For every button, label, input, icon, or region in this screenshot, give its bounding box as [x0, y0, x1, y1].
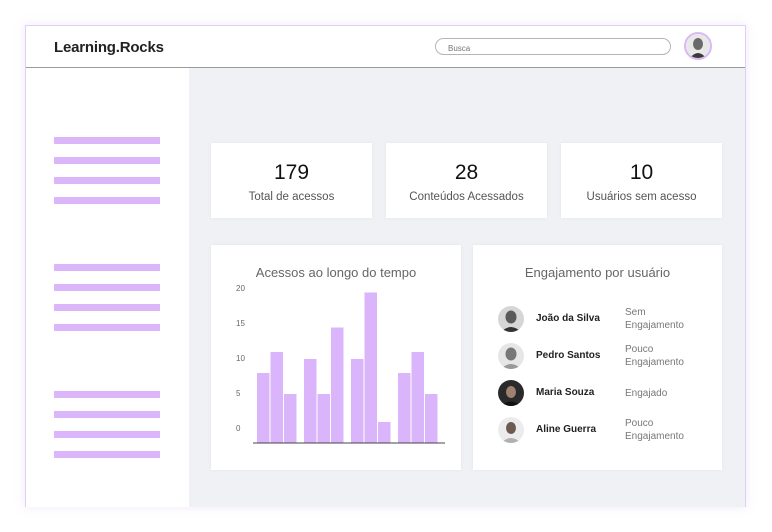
sidebar-item-1-1[interactable]	[54, 137, 160, 144]
sidebar-item-3-3[interactable]	[54, 431, 160, 438]
chart-bar[interactable]	[331, 327, 344, 444]
user-status: Pouco Engajamento	[625, 344, 684, 368]
chart-bar[interactable]	[317, 394, 331, 443]
sidebar-item-3-2[interactable]	[54, 411, 160, 418]
user-status: Engajado	[625, 388, 668, 399]
chart-bar[interactable]	[411, 352, 425, 443]
user-row-pedro[interactable]: Pedro Santos Pouco Engajamento	[473, 341, 722, 371]
chart-bar[interactable]	[378, 422, 391, 443]
chart-bar[interactable]	[270, 352, 284, 443]
access-bar-chart: 20 15 10 5 0	[236, 284, 445, 444]
user-row-joao[interactable]: João da Silva Sem Engajamento	[473, 304, 722, 334]
stat-value: 28	[454, 161, 479, 184]
user-status: Pouco Engajamento	[625, 418, 684, 442]
main-content: 179 Total de acessos 28 Conteúdos Acessa…	[189, 68, 745, 507]
stat-value: 179	[273, 161, 310, 184]
sidebar-item-3-4[interactable]	[54, 451, 160, 458]
stat-label: Total de acessos	[248, 191, 335, 203]
chart-bar[interactable]	[351, 359, 364, 443]
y-tick-label: 5	[236, 389, 241, 398]
sidebar-item-2-3[interactable]	[54, 304, 160, 311]
stat-label: Usuários sem acesso	[586, 191, 697, 203]
user-name: Aline Guerra	[536, 424, 597, 435]
engagement-card: Engajamento por usuário João da Silva Se…	[473, 245, 722, 470]
user-photo-icon	[498, 343, 524, 369]
access-chart-card: Acessos ao longo do tempo 20 15 10 5 0	[211, 245, 461, 470]
app-logo[interactable]: Learning.Rocks	[54, 39, 164, 56]
chart-bar[interactable]	[425, 394, 438, 443]
user-row-aline[interactable]: Aline Guerra Pouco Engajamento	[473, 415, 722, 445]
chart-bar[interactable]	[284, 394, 297, 443]
user-row-maria[interactable]: Maria Souza Engajado	[473, 378, 722, 408]
y-tick-label: 0	[236, 424, 241, 433]
user-name: Maria Souza	[536, 387, 595, 398]
sidebar-item-3-1[interactable]	[54, 391, 160, 398]
stat-card-contents-accessed: 28 Conteúdos Acessados	[386, 143, 547, 218]
sidebar	[26, 68, 189, 507]
chart-bar[interactable]	[398, 373, 411, 443]
user-photo-icon	[498, 380, 524, 406]
top-bar: Learning.Rocks	[26, 26, 745, 68]
user-name: João da Silva	[536, 313, 600, 324]
chart-bar[interactable]	[364, 292, 378, 444]
y-tick-label: 20	[236, 284, 245, 293]
chart-title: Acessos ao longo do tempo	[255, 265, 417, 280]
chart-bar[interactable]	[257, 373, 270, 443]
stat-label: Conteúdos Acessados	[409, 191, 524, 203]
app-window: Learning.Rocks 179 Total de acessos	[25, 25, 746, 507]
stat-value: 10	[629, 161, 654, 184]
sidebar-item-1-4[interactable]	[54, 197, 160, 204]
user-avatar-icon[interactable]	[684, 32, 712, 60]
sidebar-item-2-4[interactable]	[54, 324, 160, 331]
stat-card-total-accesses: 179 Total de acessos	[211, 143, 372, 218]
stat-card-users-without-access: 10 Usuários sem acesso	[561, 143, 722, 218]
engagement-title: Engajamento por usuário	[524, 265, 671, 280]
y-tick-label: 15	[236, 319, 245, 328]
user-name: Pedro Santos	[536, 350, 601, 361]
sidebar-item-1-2[interactable]	[54, 157, 160, 164]
sidebar-item-1-3[interactable]	[54, 177, 160, 184]
chart-bar[interactable]	[304, 359, 317, 443]
search-input[interactable]	[435, 38, 671, 55]
sidebar-item-2-1[interactable]	[54, 264, 160, 271]
user-status: Sem Engajamento	[625, 307, 684, 331]
sidebar-item-2-2[interactable]	[54, 284, 160, 291]
avatar-photo	[686, 34, 710, 58]
user-photo-icon	[498, 417, 524, 443]
user-photo-icon	[498, 306, 524, 332]
y-tick-label: 10	[236, 354, 245, 363]
